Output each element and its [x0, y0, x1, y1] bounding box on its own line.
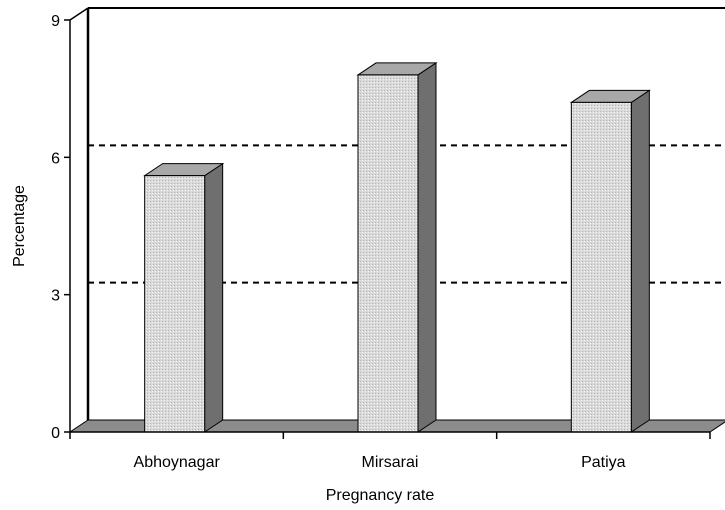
- x-axis-title: Pregnancy rate: [326, 487, 435, 504]
- y-tick-label: 6: [51, 150, 60, 167]
- plot-background: [86, 7, 725, 420]
- bar: [569, 89, 651, 433]
- y-tick-label: 9: [51, 13, 60, 30]
- y-tick-label: 3: [51, 288, 60, 305]
- y-axis-title: Percentage: [11, 185, 28, 267]
- bar-side: [417, 61, 437, 433]
- x-tick-label: Patiya: [581, 454, 626, 471]
- bar: [143, 162, 225, 433]
- axes: [64, 7, 711, 439]
- bar-front: [357, 74, 419, 433]
- bar-front: [144, 175, 206, 433]
- x-tick-label: Abhoynagar: [134, 454, 221, 471]
- bar-side: [204, 162, 224, 433]
- bar-side: [630, 89, 650, 433]
- bar-front: [570, 101, 632, 433]
- bar: [356, 61, 438, 433]
- y-tick-label: 0: [51, 425, 60, 442]
- bars: [143, 61, 651, 433]
- y-axis-depth-line: [69, 7, 89, 21]
- x-tick-labels: Abhoynagar Mirsarai Patiya: [134, 454, 626, 471]
- y-tick-labels: 0 3 6 9: [51, 13, 60, 442]
- x-tick-label: Mirsarai: [362, 454, 419, 471]
